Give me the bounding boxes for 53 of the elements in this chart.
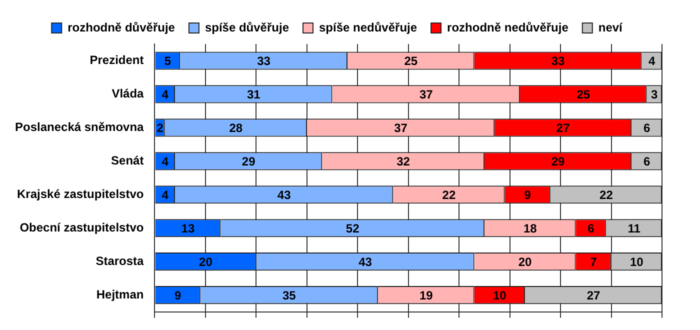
data-label: 4 bbox=[162, 188, 169, 202]
data-label: 32 bbox=[396, 154, 410, 168]
data-label: 6 bbox=[643, 154, 650, 168]
data-label: 25 bbox=[404, 54, 418, 68]
data-label: 7 bbox=[590, 254, 598, 269]
data-label: 37 bbox=[394, 121, 408, 135]
data-label: 10 bbox=[492, 288, 507, 302]
data-label: 22 bbox=[442, 188, 456, 202]
data-label: 9 bbox=[174, 288, 182, 302]
y-tick-label: Hejtman bbox=[96, 287, 144, 302]
legend-label: rozhodně nedůvěřuje bbox=[447, 20, 569, 34]
data-label: 33 bbox=[551, 54, 566, 68]
data-label: 52 bbox=[346, 221, 360, 236]
data-label: 2 bbox=[156, 121, 164, 135]
data-label: 29 bbox=[551, 154, 566, 168]
data-label: 4 bbox=[648, 54, 656, 68]
data-label: 4 bbox=[162, 88, 169, 102]
data-label: 22 bbox=[600, 188, 614, 202]
data-label: 3 bbox=[651, 88, 658, 102]
data-label: 25 bbox=[576, 88, 590, 102]
data-label: 6 bbox=[588, 221, 595, 236]
data-label: 31 bbox=[246, 88, 261, 102]
y-tick-label: Obecní zastupitelstvo bbox=[20, 220, 144, 234]
y-tick-label: Krajské zastupitelstvo bbox=[17, 186, 144, 201]
data-label: 27 bbox=[586, 288, 601, 302]
data-label: 5 bbox=[164, 54, 172, 68]
data-label: 33 bbox=[257, 54, 271, 68]
data-label: 20 bbox=[518, 254, 532, 269]
data-label: 6 bbox=[643, 121, 650, 135]
data-label: 43 bbox=[277, 188, 292, 202]
data-label: 27 bbox=[556, 121, 570, 135]
legend-label: rozhodně důvěřuje bbox=[68, 20, 176, 34]
data-label: 19 bbox=[419, 288, 434, 302]
data-label: 43 bbox=[358, 254, 372, 269]
data-label: 9 bbox=[524, 188, 532, 202]
y-tick-label: Senát bbox=[111, 153, 144, 168]
data-label: 28 bbox=[229, 121, 243, 135]
legend-label: neví bbox=[598, 20, 624, 34]
data-label: 10 bbox=[630, 254, 644, 269]
legend-label: spíše důvěřuje bbox=[204, 20, 290, 34]
y-tick-label: Starosta bbox=[96, 254, 144, 268]
y-tick-label: Prezident bbox=[90, 53, 144, 68]
data-label: 20 bbox=[199, 254, 213, 269]
y-tick-label: Poslanecká sněmovna bbox=[14, 120, 144, 134]
data-label: 18 bbox=[523, 221, 538, 236]
data-label: 29 bbox=[242, 154, 256, 168]
data-label: 11 bbox=[628, 221, 641, 236]
data-label: 35 bbox=[282, 288, 296, 302]
data-label: 4 bbox=[162, 154, 169, 168]
y-tick-label: Vláda bbox=[112, 86, 144, 101]
legend-label: spíše nedůvěřuje bbox=[318, 20, 418, 34]
data-label: 37 bbox=[419, 88, 434, 102]
data-label: 13 bbox=[181, 221, 195, 236]
